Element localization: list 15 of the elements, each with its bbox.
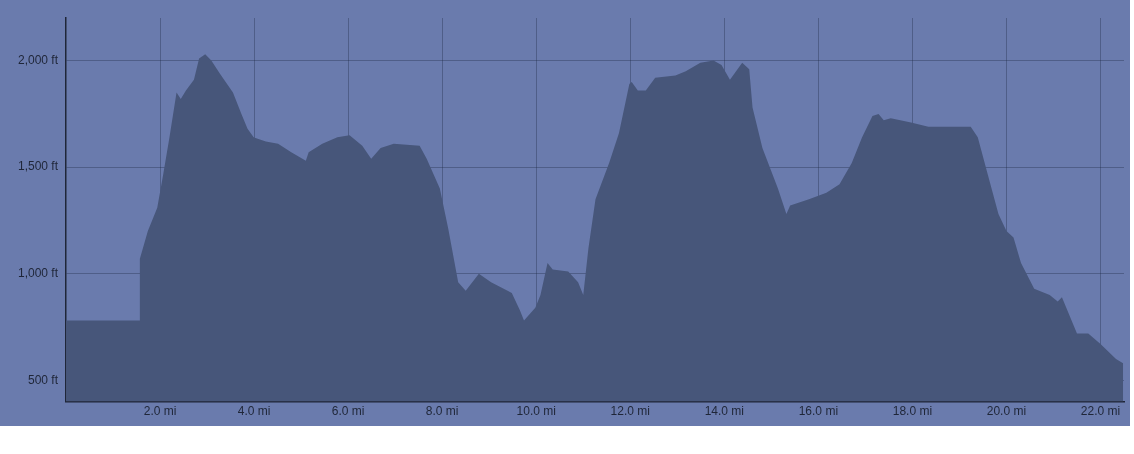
x-tick-label: 16.0 mi — [798, 404, 839, 419]
y-tick-label: 1,500 ft — [18, 159, 59, 174]
y-tick-label: 500 ft — [28, 372, 59, 387]
y-tick-label: 2,000 ft — [18, 52, 59, 67]
x-tick-label: 6.0 mi — [331, 404, 365, 419]
x-tick-label: 12.0 mi — [610, 404, 650, 419]
x-tick-label: 2.0 mi — [143, 404, 177, 419]
x-tick-label: 8.0 mi — [425, 404, 459, 419]
x-tick-label: 4.0 mi — [237, 404, 271, 419]
x-tick-label: 18.0 mi — [892, 404, 933, 419]
x-tick-label: 22.0 mi — [1080, 404, 1121, 419]
x-tick-label: 14.0 mi — [704, 404, 744, 419]
y-tick-label: 1,000 ft — [18, 266, 59, 281]
x-tick-label: 10.0 mi — [516, 404, 556, 419]
x-tick-label: 20.0 mi — [986, 404, 1027, 419]
